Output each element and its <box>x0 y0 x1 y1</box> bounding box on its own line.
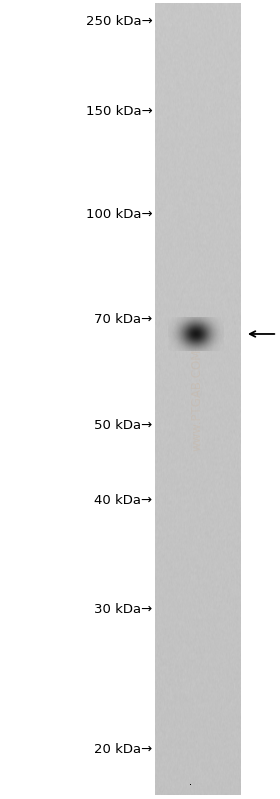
Text: 40 kDa→: 40 kDa→ <box>94 494 153 507</box>
Text: 50 kDa→: 50 kDa→ <box>94 419 153 431</box>
Text: www.PTGAB.COM: www.PTGAB.COM <box>191 348 204 451</box>
Text: 30 kDa→: 30 kDa→ <box>94 603 153 616</box>
Text: 250 kDa→: 250 kDa→ <box>86 15 153 29</box>
Text: 150 kDa→: 150 kDa→ <box>86 105 153 118</box>
Text: 100 kDa→: 100 kDa→ <box>86 209 153 221</box>
Text: 70 kDa→: 70 kDa→ <box>94 313 153 326</box>
Text: 20 kDa→: 20 kDa→ <box>94 743 153 756</box>
